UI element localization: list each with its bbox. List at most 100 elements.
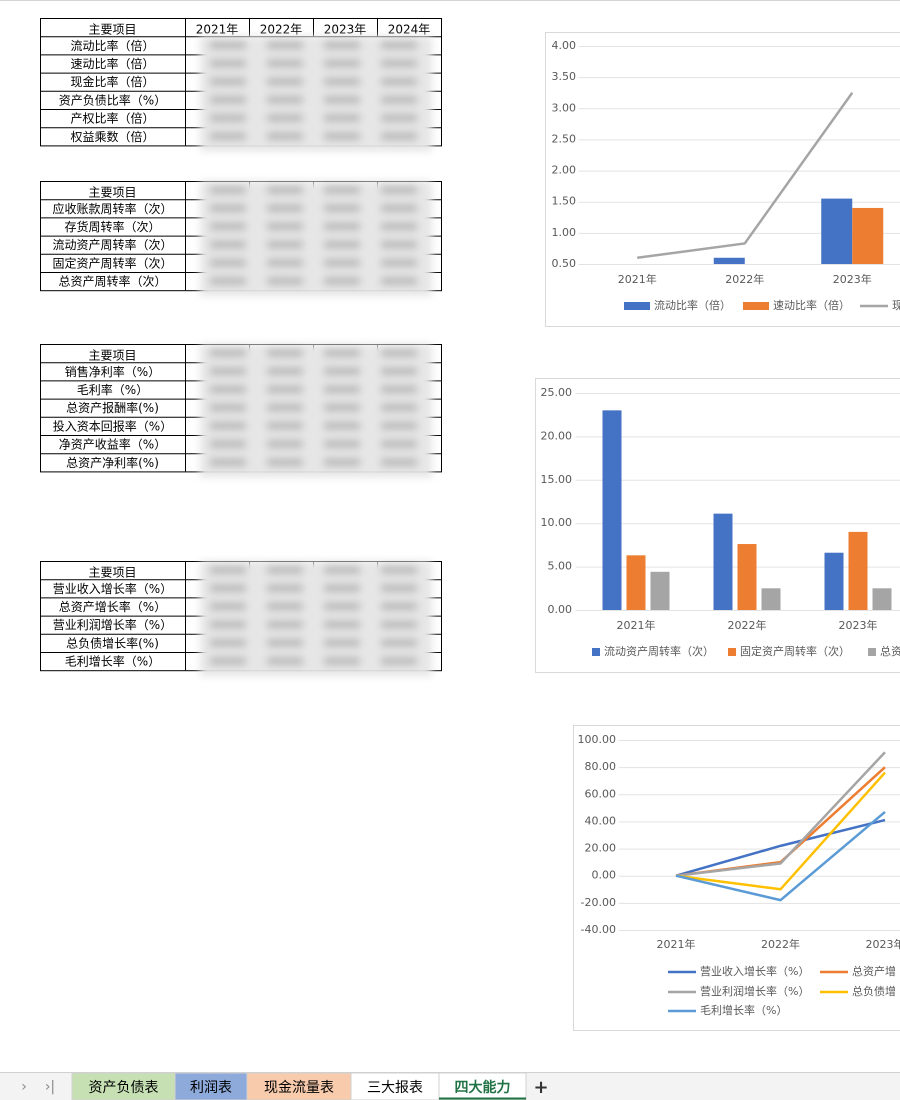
blur-value — [381, 59, 417, 68]
blur-value — [210, 367, 246, 376]
blur-value — [267, 458, 303, 467]
legend-swatch — [728, 648, 736, 656]
blur-value — [267, 620, 303, 629]
sheet-tab-label[interactable]: 资产负债表 — [89, 1080, 159, 1096]
blur-value — [210, 186, 246, 194]
y-tick-label: 0.00 — [548, 603, 573, 616]
blur-value — [210, 132, 246, 141]
blur-value — [324, 95, 360, 104]
blur-value — [210, 114, 246, 122]
blur-value — [381, 222, 417, 231]
sheet-tab-label[interactable]: 利润表 — [190, 1080, 232, 1096]
legend-label: 固定资产周转率（次） — [740, 644, 850, 658]
blur-value — [267, 566, 303, 574]
blur-value — [324, 240, 360, 249]
line-series — [675, 818, 886, 877]
blur-value — [210, 240, 246, 249]
row-label: 毛利增长率（%） — [65, 654, 160, 669]
bar — [737, 544, 757, 610]
blur-value — [324, 222, 360, 231]
blur-value — [381, 186, 417, 194]
blur-value — [381, 367, 417, 376]
blur-value — [267, 59, 303, 68]
y-tick-label: 15.00 — [541, 473, 573, 486]
sheet-tab[interactable] — [438, 1072, 527, 1100]
header-cell: 2024年 — [388, 23, 431, 37]
blur-value — [381, 620, 417, 629]
y-tick-label: 60.00 — [585, 787, 617, 800]
header-cell: 主要项目 — [88, 566, 136, 580]
blur-value — [210, 95, 246, 104]
blur-value — [210, 602, 246, 611]
bar — [713, 513, 733, 610]
chart-frame — [545, 32, 900, 327]
blur-value — [267, 602, 303, 611]
blur-value — [381, 41, 417, 50]
blur-value — [381, 240, 417, 249]
tab-scroll-last[interactable]: ›| — [45, 1079, 55, 1095]
row-label: 产权比率（倍） — [70, 111, 154, 126]
row-label: 流动比率（倍） — [70, 38, 154, 53]
sheet-tab[interactable] — [174, 1072, 248, 1100]
blur-value — [381, 602, 417, 611]
blur-value — [267, 222, 303, 231]
blur-value — [267, 41, 303, 50]
sheet-tab-label[interactable]: 四大能力 — [455, 1079, 511, 1096]
blur-value — [381, 114, 417, 122]
blur-value — [267, 132, 303, 141]
blur-value — [210, 204, 246, 213]
row-label: 权益乘数（倍） — [70, 129, 154, 144]
blur-value — [267, 186, 303, 194]
blur-value — [381, 277, 417, 285]
legend-label: 总资 — [880, 644, 900, 658]
blur-value — [267, 638, 303, 647]
blur-value — [381, 95, 417, 104]
blur-value — [324, 584, 360, 593]
y-tick-label: 3.00 — [552, 101, 577, 114]
y-tick-label: 3.50 — [552, 70, 577, 83]
y-tick-label: 20.00 — [585, 842, 617, 855]
sheet-tab-label[interactable]: 现金流量表 — [264, 1080, 334, 1096]
sheet-tab[interactable] — [71, 1072, 176, 1100]
blur-value — [267, 114, 303, 122]
row-label: 现金比率（倍） — [70, 74, 154, 89]
y-tick-label: 2.50 — [552, 132, 577, 145]
add-sheet[interactable]: + — [533, 1077, 548, 1098]
legend-label: 流动资产周转率（次） — [604, 644, 714, 658]
sheet-tab[interactable] — [350, 1072, 440, 1100]
legend-label: 现 — [892, 299, 900, 312]
line-series — [675, 771, 886, 891]
row-label: 总资产净利率(%) — [66, 455, 159, 470]
blur-value — [267, 77, 303, 86]
blur-value — [324, 258, 360, 267]
blur-value — [210, 584, 246, 593]
y-tick-label: 4.00 — [552, 39, 577, 52]
x-tick-label: 2023年 — [866, 937, 900, 951]
sheet-tab[interactable] — [246, 1072, 352, 1100]
y-tick-label: 0.50 — [552, 257, 577, 270]
row-label: 投入资本回报率（%） — [53, 418, 172, 433]
blur-value — [381, 385, 417, 394]
blur-value — [324, 458, 360, 467]
bar — [821, 198, 853, 264]
x-tick-label: 2023年 — [839, 618, 878, 632]
tab-scroll-next[interactable]: › — [21, 1079, 27, 1095]
blur-value — [267, 403, 303, 412]
y-tick-label: -20.00 — [581, 896, 616, 909]
blur-value — [381, 403, 417, 412]
line-series — [675, 810, 886, 902]
legend-swatch — [868, 648, 876, 656]
blur-value — [381, 204, 417, 213]
sheet-tab-label[interactable]: 三大报表 — [367, 1080, 423, 1096]
bar — [852, 207, 884, 264]
header-cell: 2021年 — [196, 23, 239, 37]
blur-value — [210, 349, 246, 357]
blur-value — [324, 114, 360, 122]
blur-value — [210, 657, 246, 665]
row-label: 总负债增长率(%) — [66, 635, 159, 650]
blur-value — [381, 132, 417, 141]
x-tick-label: 2021年 — [617, 618, 656, 632]
blur-value — [381, 421, 417, 430]
blur-value — [381, 458, 417, 467]
